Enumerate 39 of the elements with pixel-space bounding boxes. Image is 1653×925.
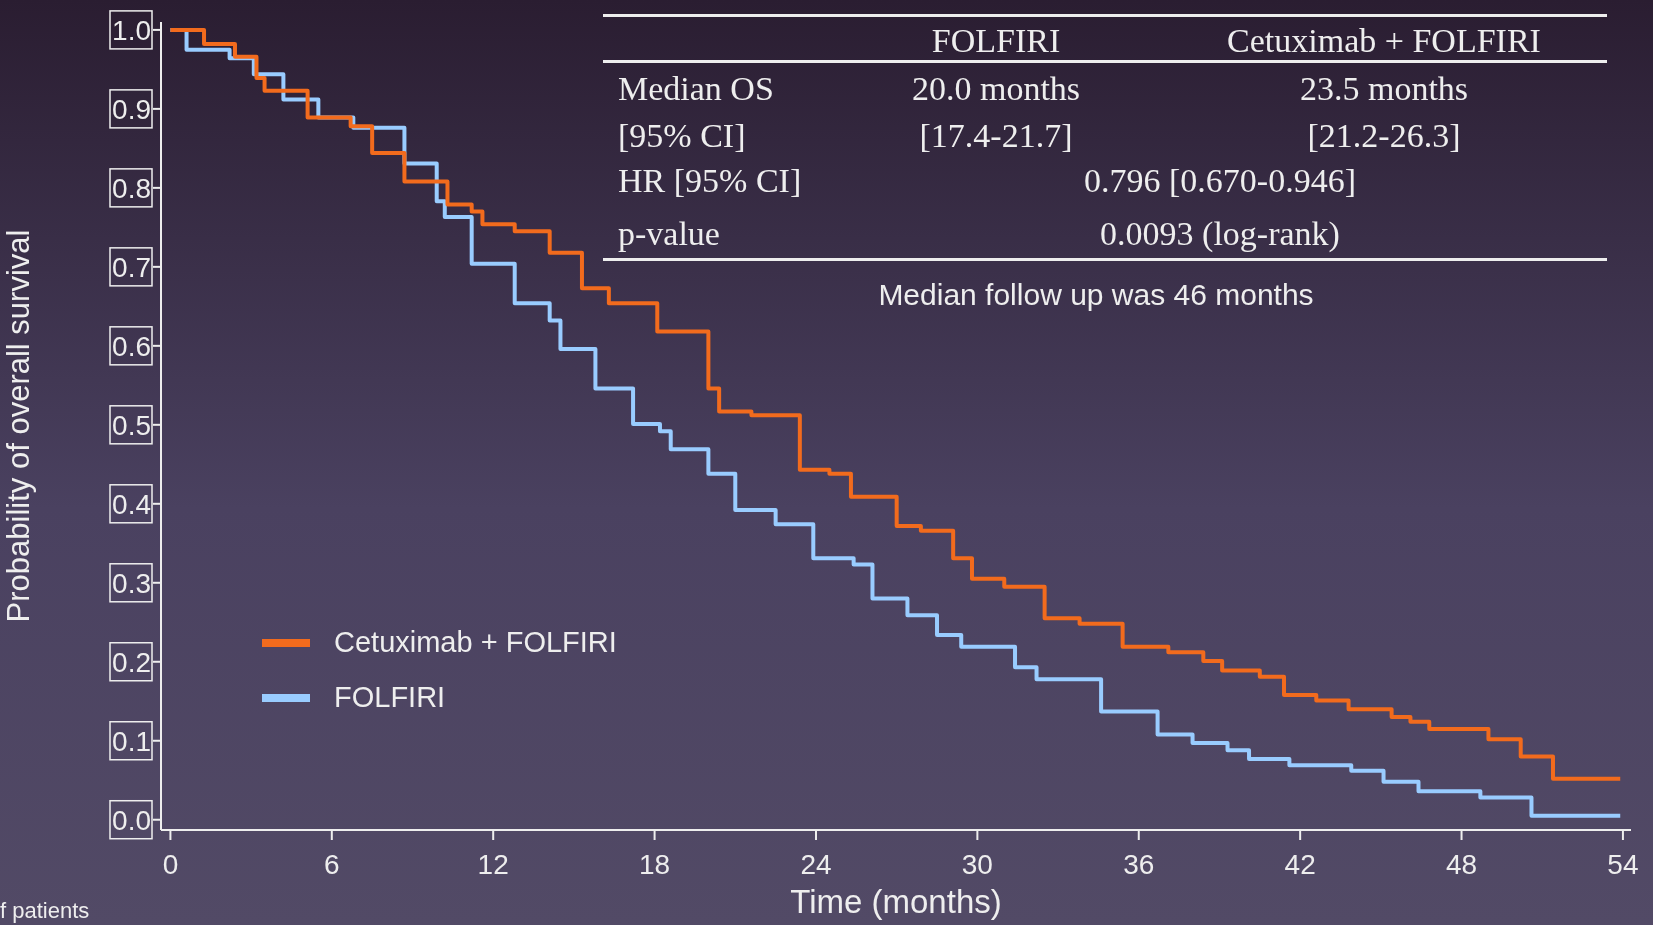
annotation: [95% CI]: [618, 117, 746, 154]
x-tick-label: 30: [961, 848, 993, 880]
x-tick-label: 36: [1123, 848, 1155, 880]
annotation: HR [95% CI]: [618, 162, 802, 199]
y-tick-label: 0.2: [112, 646, 151, 678]
y-tick-label: 0.1: [112, 725, 151, 757]
y-tick-label: 0.4: [112, 488, 151, 520]
annotation: [17.4-21.7]: [919, 117, 1073, 154]
y-axis-title: Probability of overall survival: [1, 229, 37, 623]
annotation: 0.0093 (log-rank): [1100, 215, 1340, 253]
y-tick-label: 0.6: [112, 330, 151, 362]
x-tick-label: 6: [324, 848, 340, 880]
legend-label: FOLFIRI: [334, 681, 446, 714]
y-tick-label: 0.8: [112, 172, 151, 204]
annotation: [21.2-26.3]: [1307, 117, 1461, 154]
legend-label: Cetuximab + FOLFIRI: [334, 626, 617, 659]
x-tick-label: 24: [800, 848, 832, 880]
x-tick-label: 48: [1445, 848, 1478, 880]
annotation: 0.796 [0.670-0.946]: [1084, 162, 1356, 199]
x-tick-label: 12: [477, 848, 509, 880]
annotation: 20.0 months: [911, 70, 1081, 107]
x-axis-title: Time (months): [790, 883, 1002, 920]
y-tick-label: 0.7: [112, 251, 151, 283]
y-tick-label: 1.0: [112, 14, 151, 46]
annotation: FOLFIRI: [931, 22, 1061, 59]
x-tick-label: 18: [639, 848, 671, 880]
y-tick-label: 0.5: [112, 409, 151, 441]
annotation: Median follow up was 46 months: [878, 278, 1314, 311]
text: f patients: [0, 898, 90, 923]
x-tick-label: 42: [1284, 848, 1316, 880]
y-tick-label: 0.3: [112, 567, 151, 599]
annotation: 23.5 months: [1299, 70, 1469, 107]
annotation: Cetuximab + FOLFIRI: [1227, 22, 1541, 59]
annotation: p-value: [618, 215, 720, 252]
y-tick-label: 0.9: [112, 93, 151, 125]
annotation: Median OS: [618, 70, 774, 107]
x-tick-label: 0: [162, 848, 179, 880]
x-tick-label: 54: [1607, 848, 1639, 880]
y-tick-label: 0.0: [112, 804, 151, 836]
